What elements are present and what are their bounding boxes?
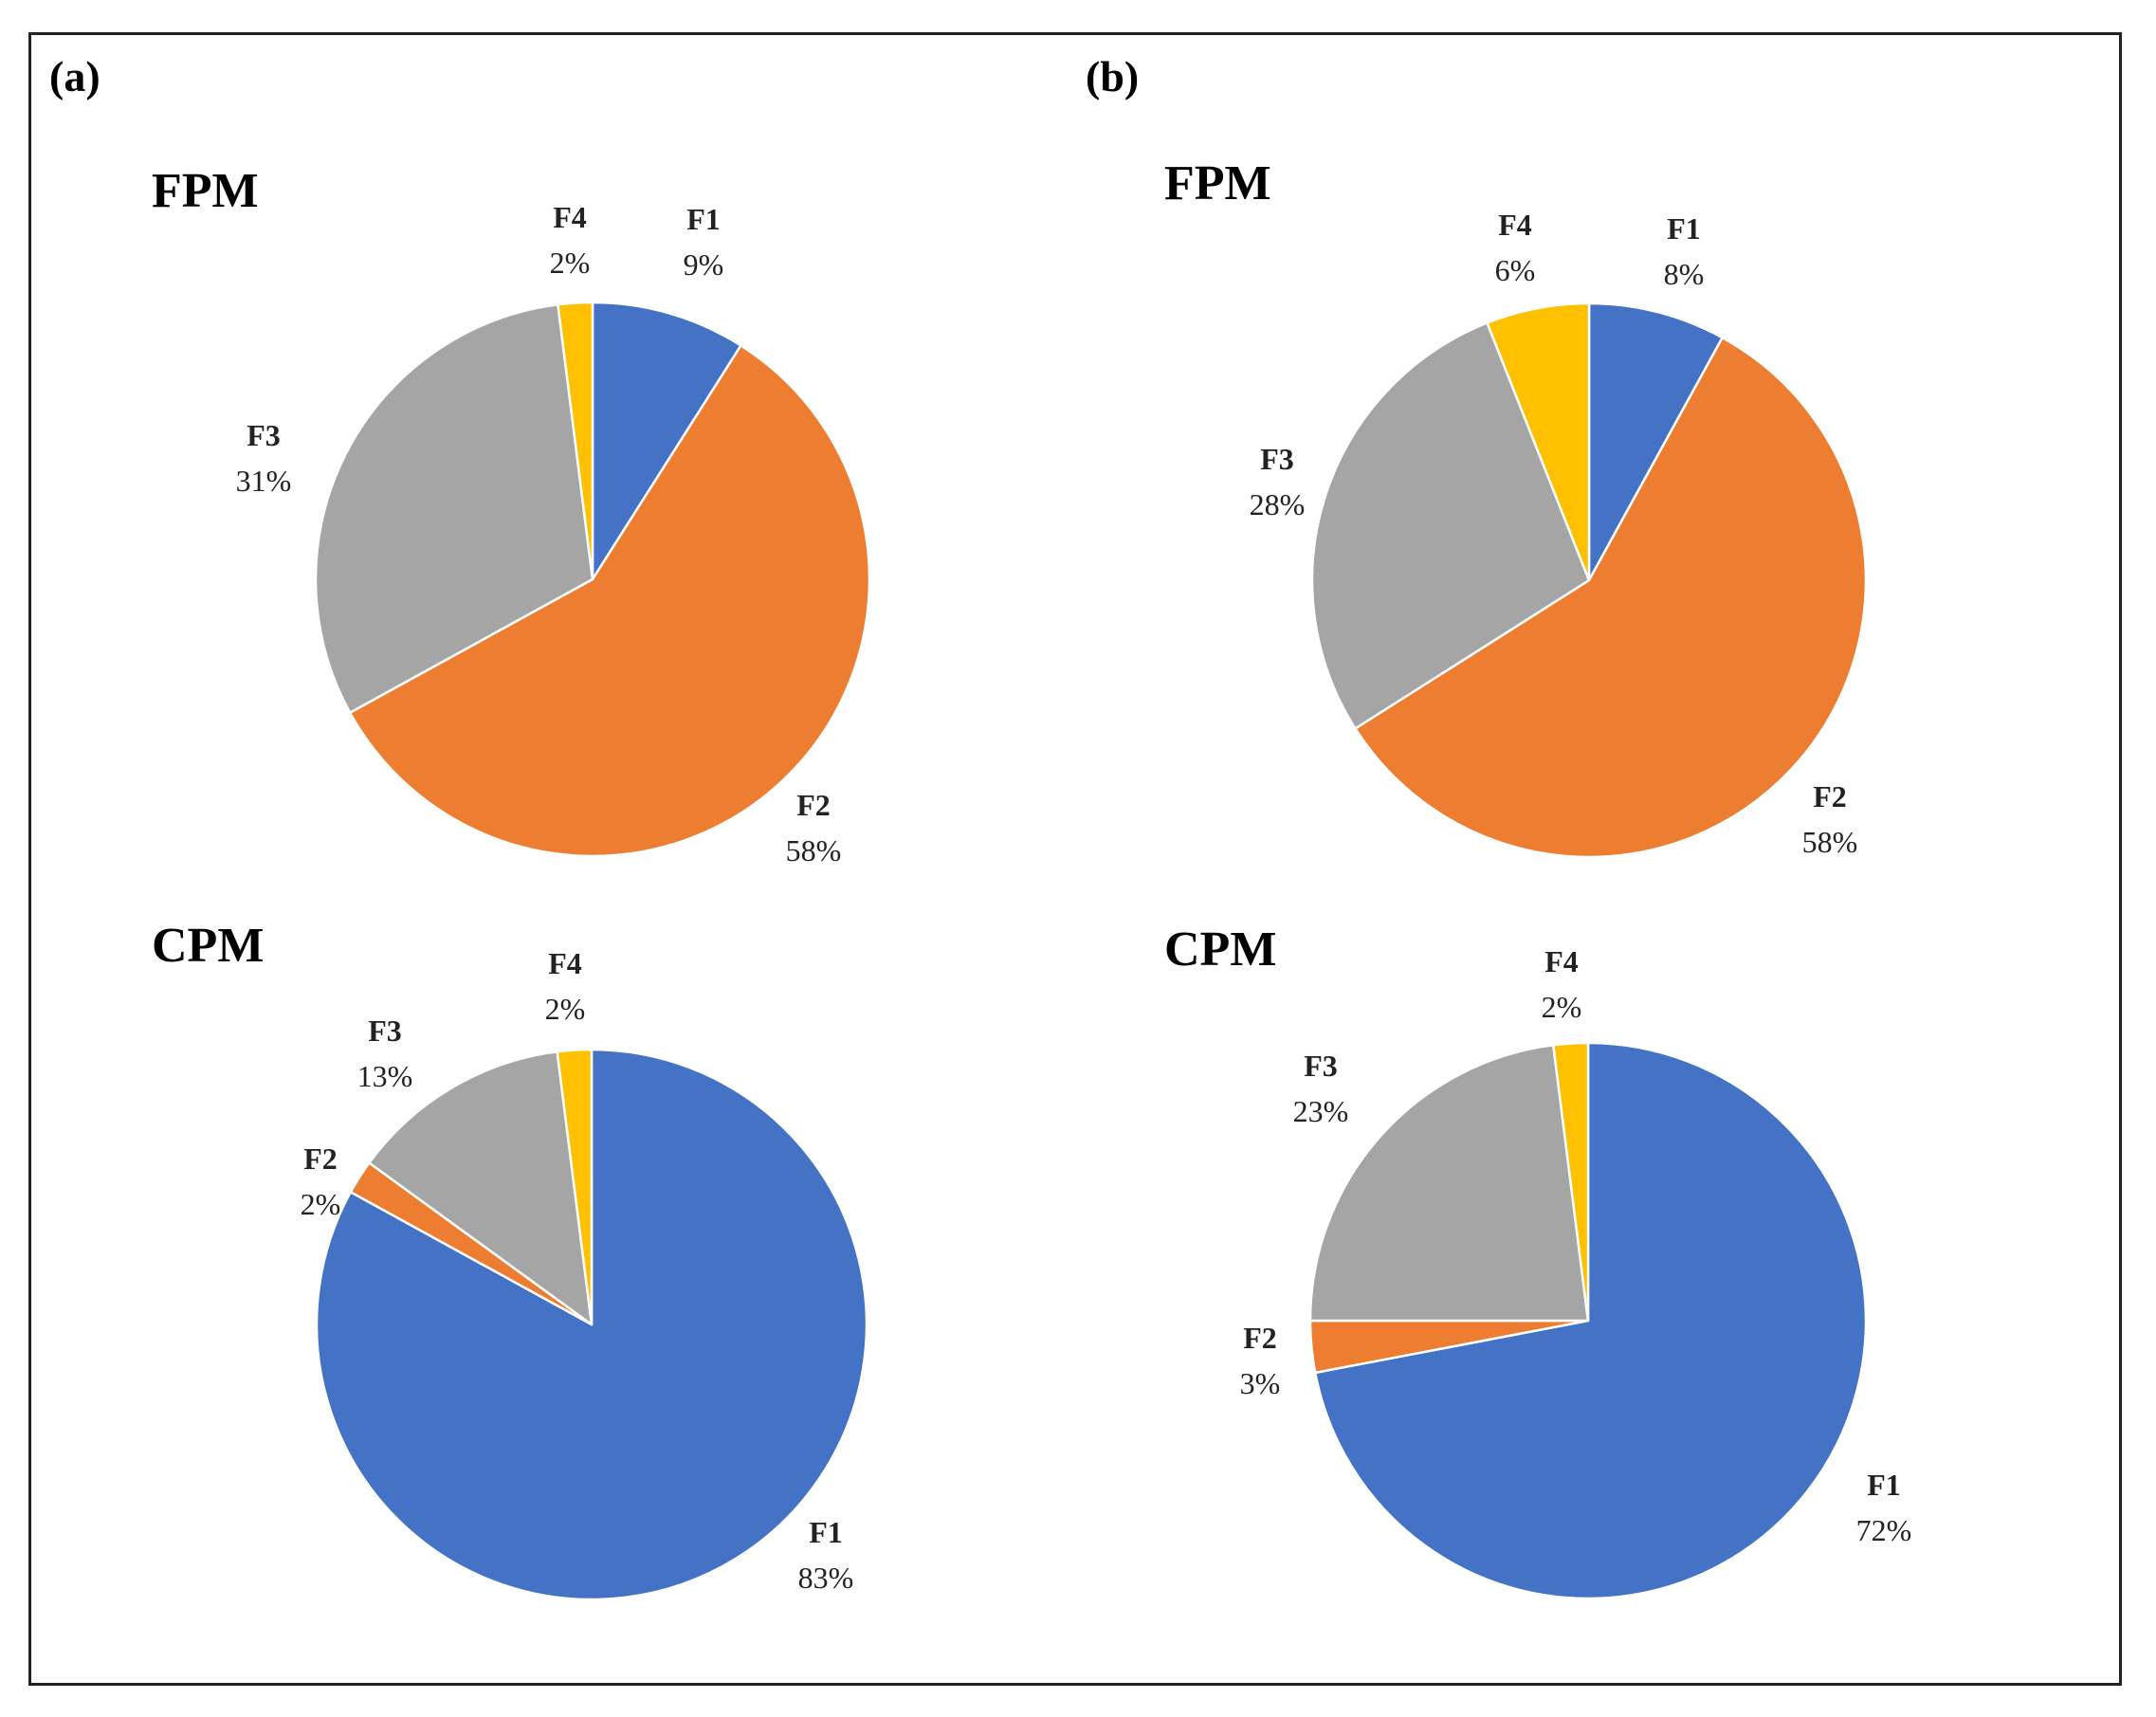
pie-b-cpm: F1 72%F2 3%F3 23%F4 2% bbox=[1240, 944, 1912, 1600]
slice-percent: 23% bbox=[1293, 1094, 1349, 1128]
pie-slice-b-fpm-f2 bbox=[1354, 336, 1868, 859]
slice-label-b-fpm-f3: F3 28% bbox=[1250, 442, 1306, 521]
slice-category-name: F2 bbox=[1243, 1321, 1277, 1355]
slice-category-name: F4 bbox=[1498, 208, 1532, 242]
panel-label-b: (b) bbox=[1086, 52, 1139, 100]
pie-b-fpm: F1 8%F2 58%F3 28%F4 6% bbox=[1250, 208, 1868, 859]
slice-category-name: F4 bbox=[1544, 944, 1579, 978]
slice-label-a-fpm-f3: F3 31% bbox=[236, 418, 292, 498]
pie-a-cpm: F1 83%F2 2%F3 13%F4 2% bbox=[301, 946, 868, 1601]
slice-label-b-cpm-f3: F3 23% bbox=[1293, 1049, 1349, 1128]
slice-label-a-cpm-f4: F4 2% bbox=[545, 946, 586, 1026]
pie-slice-b-fpm-f1 bbox=[1587, 301, 1724, 582]
slice-label-a-fpm-f1: F1 9% bbox=[684, 202, 724, 282]
chart-title-b-fpm: FPM bbox=[1164, 156, 1271, 210]
slice-percent: 9% bbox=[684, 247, 724, 282]
slice-percent: 6% bbox=[1495, 253, 1536, 287]
pie-slice-a-fpm-f4 bbox=[557, 301, 594, 581]
slice-percent: 13% bbox=[357, 1059, 413, 1093]
slice-category-name: F2 bbox=[303, 1142, 338, 1176]
pie-slice-b-fpm-f3 bbox=[1310, 321, 1591, 730]
slice-label-a-cpm-f3: F3 13% bbox=[357, 1014, 413, 1093]
slice-percent: 58% bbox=[786, 833, 842, 868]
slice-percent: 28% bbox=[1250, 487, 1306, 521]
slice-percent: 2% bbox=[1542, 990, 1582, 1024]
slice-category-name: F1 bbox=[686, 202, 721, 236]
pie-slice-b-cpm-f3 bbox=[1308, 1044, 1590, 1323]
slice-label-a-cpm-f2: F2 2% bbox=[301, 1142, 341, 1221]
slice-percent: 83% bbox=[798, 1561, 854, 1595]
slice-percent: 2% bbox=[301, 1187, 341, 1221]
slice-category-name: F3 bbox=[368, 1014, 402, 1048]
slice-label-b-fpm-f2: F2 58% bbox=[1802, 779, 1858, 859]
pie-charts: F1 9%F2 58%F3 31%F4 2%F1 83%F2 2%F3 13%F4 2%F1 8%… bbox=[236, 200, 1912, 1601]
slice-category-name: F1 bbox=[1867, 1468, 1901, 1502]
slice-label-b-fpm-f4: F4 6% bbox=[1495, 208, 1536, 287]
pie-slice-a-fpm-f3 bbox=[314, 303, 594, 714]
chart-title-a-fpm: FPM bbox=[152, 164, 259, 218]
slice-category-name: F4 bbox=[553, 200, 587, 234]
slice-category-name: F3 bbox=[247, 418, 281, 452]
pie-slice-b-fpm-f4 bbox=[1486, 301, 1591, 582]
slice-percent: 72% bbox=[1856, 1513, 1912, 1547]
pie-slice-b-cpm-f1 bbox=[1313, 1041, 1868, 1600]
slice-label-b-cpm-f2: F2 3% bbox=[1240, 1321, 1281, 1400]
slice-percent: 3% bbox=[1240, 1366, 1281, 1400]
slice-label-a-fpm-f2: F2 58% bbox=[786, 788, 842, 868]
slice-category-name: F2 bbox=[1813, 779, 1847, 813]
slice-category-name: F1 bbox=[1667, 211, 1701, 246]
pie-slice-a-fpm-f2 bbox=[348, 344, 871, 858]
panel-label-a: (a) bbox=[49, 52, 100, 100]
slice-category-name: F3 bbox=[1260, 442, 1294, 476]
slice-percent: 2% bbox=[550, 246, 591, 280]
slice-percent: 31% bbox=[236, 464, 292, 498]
slice-category-name: F2 bbox=[796, 788, 831, 822]
pie-slice-a-cpm-f3 bbox=[368, 1050, 594, 1326]
slice-percent: 2% bbox=[545, 992, 586, 1026]
chart-title-b-cpm: CPM bbox=[1164, 922, 1276, 977]
slice-label-b-cpm-f4: F4 2% bbox=[1542, 944, 1582, 1024]
slice-label-b-fpm-f1: F1 8% bbox=[1664, 211, 1705, 291]
slice-category-name: F1 bbox=[809, 1515, 843, 1549]
slice-label-a-cpm-f1: F1 83% bbox=[798, 1515, 854, 1595]
slice-percent: 8% bbox=[1664, 257, 1705, 291]
slice-category-name: F4 bbox=[548, 946, 582, 980]
slice-label-a-fpm-f4: F4 2% bbox=[550, 200, 591, 280]
pie-slice-b-cpm-f4 bbox=[1552, 1041, 1590, 1323]
pie-slice-a-cpm-f4 bbox=[556, 1048, 594, 1326]
pie-a-fpm: F1 9%F2 58%F3 31%F4 2% bbox=[236, 200, 871, 868]
slice-percent: 58% bbox=[1802, 825, 1858, 859]
slice-category-name: F3 bbox=[1304, 1049, 1338, 1083]
slice-label-b-cpm-f1: F1 72% bbox=[1856, 1468, 1912, 1547]
pie-slice-a-fpm-f1 bbox=[591, 301, 742, 581]
chart-title-a-cpm: CPM bbox=[152, 919, 264, 973]
